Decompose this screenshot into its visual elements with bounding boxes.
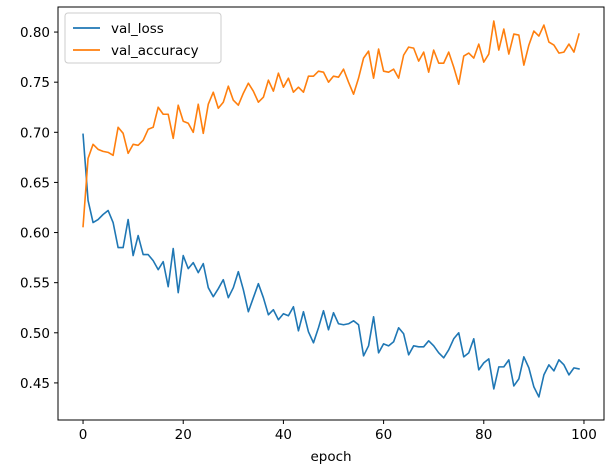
- legend-label-val-loss: val_loss: [111, 21, 164, 37]
- series-line-val-accuracy: [82, 20, 580, 228]
- x-tick-label: 100: [571, 427, 597, 443]
- series-line-val-loss: [82, 133, 580, 398]
- y-axis: 0.45 0.50 0.55 0.60 0.65 0.70 0.75 0.80: [20, 25, 58, 392]
- y-tick-label: 0.70: [20, 125, 50, 141]
- x-tick-label: 0: [79, 427, 88, 443]
- plot-frame: [57, 6, 605, 421]
- legend-box: [64, 12, 222, 64]
- legend: val_loss val_accuracy: [64, 12, 222, 64]
- y-tick-label: 0.50: [20, 326, 50, 342]
- y-tick-label: 0.65: [20, 175, 50, 191]
- x-tick-label: 80: [475, 427, 492, 443]
- x-axis: 0 20 40 60 80 100: [79, 420, 597, 443]
- x-tick-label: 40: [275, 427, 292, 443]
- y-tick-label: 0.75: [20, 75, 50, 91]
- y-tick-label: 0.55: [20, 276, 50, 292]
- legend-label-val-accuracy: val_accuracy: [111, 43, 199, 59]
- y-tick-label: 0.45: [20, 376, 50, 392]
- x-tick-label: 20: [175, 427, 192, 443]
- x-axis-label: epoch: [310, 449, 351, 465]
- y-tick-label: 0.60: [20, 226, 50, 242]
- y-tick-label: 0.80: [20, 25, 50, 41]
- x-tick-label: 60: [375, 427, 392, 443]
- plot-lines: [82, 20, 580, 398]
